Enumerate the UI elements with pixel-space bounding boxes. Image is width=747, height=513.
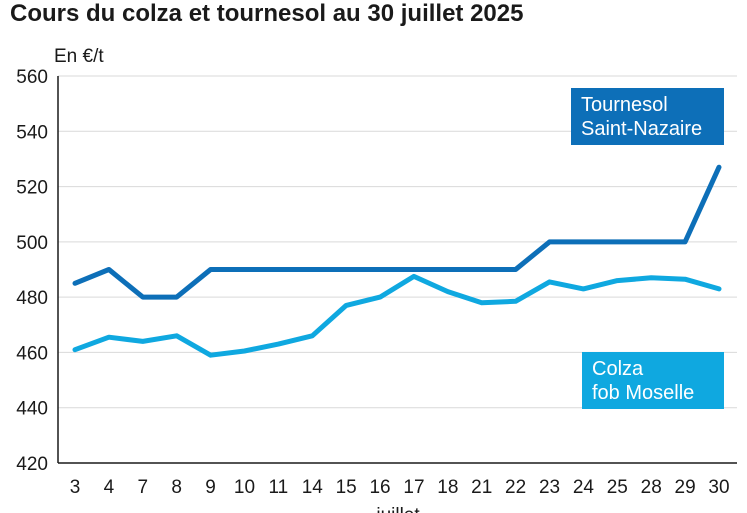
x-tick-label-15: 15: [336, 477, 357, 498]
y-axis-unit-label: En €/t: [54, 46, 104, 67]
legend-label-colza: Colza fob Moselle: [582, 352, 724, 409]
x-tick-label-4: 4: [104, 477, 115, 498]
y-tick-label-420: 420: [16, 454, 48, 475]
legend-label-tournesol-line2: Saint-Nazaire: [581, 118, 703, 140]
x-tick-label-25: 25: [607, 477, 628, 498]
x-tick-label-10: 10: [234, 477, 255, 498]
x-tick-label-28: 28: [641, 477, 662, 498]
x-axis-title: juillet: [375, 505, 420, 513]
legend-label-tournesol: Tournesol Saint-Nazaire: [571, 88, 724, 145]
x-tick-label-11: 11: [269, 477, 289, 498]
x-tick-label-3: 3: [70, 477, 81, 498]
x-tick-label-7: 7: [138, 477, 149, 498]
series-line-0: [72, 164, 722, 300]
series-line-1: [72, 273, 722, 358]
x-tick-label-8: 8: [171, 477, 182, 498]
x-tick-label-24: 24: [573, 477, 595, 498]
y-tick-label-540: 540: [16, 122, 48, 143]
chart-title: Cours du colza et tournesol au 30 juille…: [10, 0, 524, 27]
x-tick-label-16: 16: [369, 477, 390, 498]
x-tick-label-14: 14: [302, 477, 324, 498]
x-tick-label-18: 18: [437, 477, 458, 498]
y-tick-label-560: 560: [16, 67, 48, 88]
y-tick-label-520: 520: [16, 178, 48, 199]
y-tick-label-500: 500: [16, 233, 48, 254]
legend-label-tournesol-line1: Tournesol: [581, 94, 668, 116]
x-tick-label-30: 30: [708, 477, 729, 498]
y-tick-label-440: 440: [16, 399, 48, 420]
x-tick-label-17: 17: [403, 477, 424, 498]
y-tick-label-460: 460: [16, 343, 48, 364]
x-tick-label-29: 29: [675, 477, 696, 498]
x-tick-label-23: 23: [539, 477, 560, 498]
x-tick-label-22: 22: [505, 477, 526, 498]
x-tick-label-9: 9: [205, 477, 216, 498]
legend-label-colza-line2: fob Moselle: [592, 382, 695, 404]
legend-label-colza-line1: Colza: [592, 358, 644, 380]
x-tick-label-21: 21: [471, 477, 492, 498]
y-tick-label-480: 480: [16, 288, 48, 309]
